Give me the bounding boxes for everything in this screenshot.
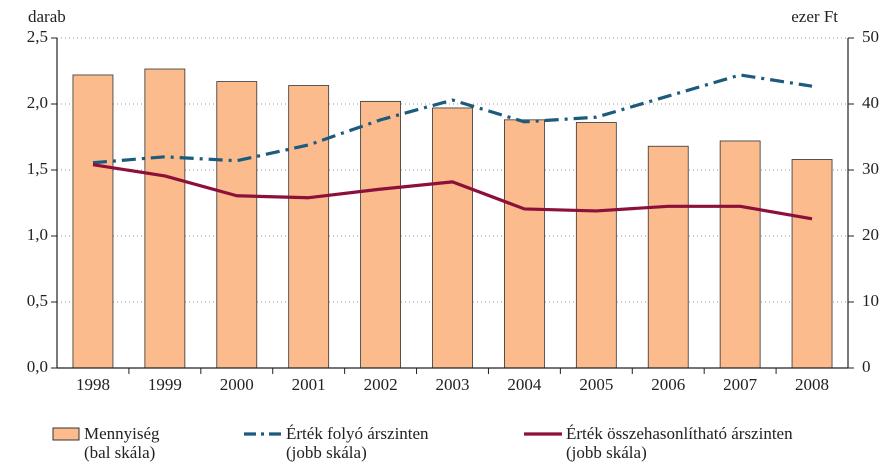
y2-tick-label: 20 xyxy=(862,225,879,244)
x-tick-label: 2001 xyxy=(292,375,326,394)
chart: darab ezer Ft 0,0 0,5 1,0 1,5 2,0 2,5 0 10 20 30 4… xyxy=(27,7,879,394)
legend-label: Érték folyó árszinten (jobb skála) xyxy=(286,424,429,462)
y-tick-label: 1,0 xyxy=(27,225,48,244)
bar xyxy=(575,122,617,369)
legend-item: Érték folyó árszinten (jobb skála) xyxy=(242,424,429,462)
y2-tick-label: 50 xyxy=(862,27,879,46)
y2-tick-label: 10 xyxy=(862,291,879,310)
x-tick-label: 2000 xyxy=(220,375,254,394)
bar xyxy=(432,107,473,369)
legend-label: Mennyiség (bal skála) xyxy=(84,424,160,462)
x-tick-label: 2005 xyxy=(579,375,613,394)
y-tick-label: 1,5 xyxy=(27,159,48,178)
x-tick-label: 1999 xyxy=(148,375,182,394)
x-tick-label: 2002 xyxy=(364,375,398,394)
legend-item: Mennyiség (bal skála) xyxy=(50,424,160,462)
bar xyxy=(144,68,186,369)
x-tick-label: 2008 xyxy=(795,375,829,394)
y2-axis-label: ezer Ft xyxy=(791,7,838,26)
y2-tick-label: 0 xyxy=(862,357,871,376)
bar xyxy=(791,159,833,369)
legend-swatch xyxy=(52,427,80,441)
y-tick-label: 0,5 xyxy=(27,291,48,310)
legend-swatch xyxy=(244,432,282,436)
x-tick-label: 2007 xyxy=(723,375,758,394)
y-tick-label: 0,0 xyxy=(27,357,48,376)
legend-label: Érték összehasonlítható árszinten (jobb … xyxy=(566,424,793,462)
bar xyxy=(647,145,689,369)
bar xyxy=(288,85,330,369)
bar xyxy=(72,74,114,369)
x-tick-label: 2006 xyxy=(651,375,685,394)
legend-swatch xyxy=(524,432,562,436)
bar xyxy=(360,100,401,369)
x-tick-label: 1998 xyxy=(76,375,110,394)
legend-item: Érték összehasonlítható árszinten (jobb … xyxy=(522,424,793,462)
x-tick-label: 2004 xyxy=(507,375,542,394)
y-axis-label: darab xyxy=(28,7,66,26)
bar xyxy=(216,81,258,369)
x-tick-label: 2003 xyxy=(436,375,470,394)
bar xyxy=(504,119,545,369)
y-tick-label: 2,5 xyxy=(27,27,48,46)
line-series xyxy=(92,73,813,165)
line-series xyxy=(92,163,813,221)
y-tick-label: 2,0 xyxy=(27,93,48,112)
bar xyxy=(719,140,761,369)
y2-tick-label: 30 xyxy=(862,159,879,178)
y2-tick-label: 40 xyxy=(862,93,879,112)
